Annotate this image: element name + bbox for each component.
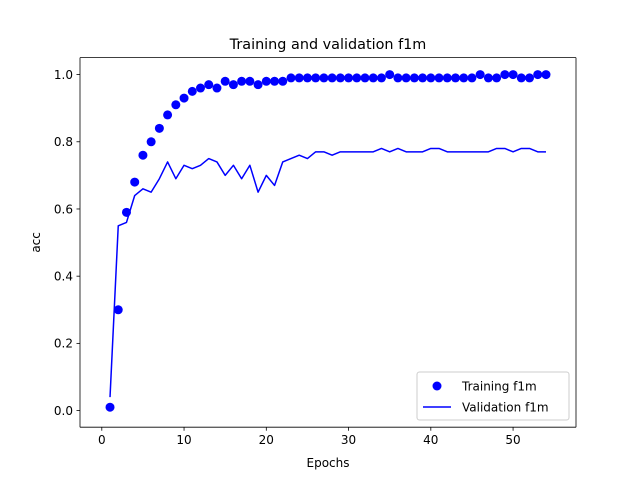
training-f1m-point: [311, 73, 321, 83]
training-f1m-point: [352, 73, 362, 83]
plot-background: [80, 57, 576, 428]
x-tick-label: 40: [423, 433, 438, 447]
training-f1m-point: [245, 76, 255, 86]
training-f1m-point: [163, 110, 173, 120]
training-f1m-point: [426, 73, 436, 83]
training-f1m-point: [138, 150, 148, 160]
training-f1m-point: [401, 73, 411, 83]
y-tick-label: 0.4: [54, 269, 73, 283]
x-axis-label: Epochs: [307, 456, 350, 470]
training-f1m-point: [105, 402, 115, 412]
training-f1m-point: [187, 86, 197, 96]
training-f1m-point: [302, 73, 312, 83]
training-f1m-point: [393, 73, 403, 83]
training-f1m-point: [179, 93, 189, 103]
training-f1m-point: [261, 76, 271, 86]
axes-layer: 0 10 20 30 40 50 0.0 0.2 0.4 0.6 0.8 1.0: [54, 57, 577, 447]
training-f1m-point: [154, 123, 164, 133]
training-f1m-point: [253, 80, 263, 90]
training-f1m-point: [113, 305, 123, 315]
training-f1m-point: [376, 73, 386, 83]
training-f1m-point: [237, 76, 247, 86]
training-f1m-point: [220, 76, 230, 86]
legend-frame: [416, 371, 570, 421]
training-f1m-point: [508, 70, 518, 80]
y-tick-label: 0.6: [54, 202, 73, 216]
x-tick-label: 30: [341, 433, 356, 447]
chart-title: Training and validation f1m: [229, 37, 427, 53]
training-f1m-point: [541, 70, 551, 80]
training-f1m-point: [434, 73, 444, 83]
training-f1m-point: [146, 137, 156, 147]
training-f1m-point: [492, 73, 502, 83]
training-f1m-point: [451, 73, 460, 83]
training-f1m-point: [278, 76, 288, 86]
x-tick-label: 50: [505, 433, 520, 447]
training-f1m-point: [228, 80, 238, 90]
series-layer: [105, 70, 551, 412]
validation-f1m-line: [109, 147, 546, 398]
training-f1m-point: [270, 76, 280, 86]
x-tick-label: 10: [176, 433, 191, 447]
y-tick-label: 0.2: [54, 337, 73, 351]
training-f1m-point: [212, 83, 222, 93]
y-axis-label: acc: [29, 232, 43, 253]
training-f1m-point: [500, 70, 510, 80]
training-f1m-point: [196, 83, 205, 93]
legend: Training f1m Validation f1m: [416, 371, 570, 421]
training-f1m-point: [442, 73, 452, 83]
training-f1m-point: [204, 80, 214, 90]
y-tick-label: 0.8: [54, 135, 73, 149]
training-f1m-point: [319, 73, 329, 83]
x-tick-label: 0: [98, 433, 106, 447]
training-f1m-point: [327, 73, 337, 83]
training-f1m-point: [483, 73, 493, 83]
legend-label-training: Training f1m: [461, 379, 537, 393]
training-f1m-point: [409, 73, 419, 83]
training-f1m-point: [533, 70, 543, 80]
training-f1m-point: [475, 70, 485, 80]
training-f1m-point: [294, 73, 304, 83]
training-f1m-point: [467, 73, 477, 83]
training-f1m-point: [385, 70, 395, 80]
training-f1m-point: [286, 73, 296, 83]
training-f1m-point: [360, 73, 370, 83]
training-f1m-point: [121, 207, 131, 217]
training-f1m-point: [459, 73, 469, 83]
x-tick-label: 20: [259, 433, 274, 447]
y-tick-label: 1.0: [54, 68, 73, 82]
training-f1m-point: [130, 177, 140, 187]
training-f1m-point: [171, 100, 181, 110]
legend-label-validation: Validation f1m: [462, 400, 549, 414]
training-f1m-point: [525, 73, 535, 83]
training-f1m-point: [516, 73, 526, 83]
y-tick-label: 0.0: [54, 404, 73, 418]
training-f1m-point: [368, 73, 378, 83]
training-f1m-point: [344, 73, 354, 83]
training-f1m-point: [418, 73, 428, 83]
legend-marker-training: [432, 381, 442, 391]
training-f1m-point: [335, 73, 345, 83]
